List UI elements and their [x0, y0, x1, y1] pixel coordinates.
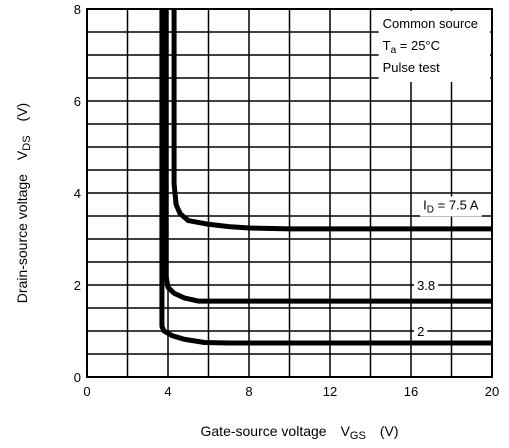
note-temperature: Ta = 25°C [383, 38, 440, 56]
series-label-equals: = [434, 198, 449, 213]
y-tick-label: 8 [74, 2, 81, 17]
note-temperature-subscript: a [391, 45, 397, 56]
series-labels: ID = 7.5 A 3.8 2 [417, 198, 479, 340]
y-tick-label: 6 [74, 94, 81, 109]
x-axis-title: Gate-source voltage VGS (V) [201, 423, 399, 442]
series-label-7-5a: ID = 7.5 A [423, 198, 479, 216]
y-axis-symbol-subscript: DS [21, 135, 33, 150]
x-tick-label: 4 [164, 384, 171, 399]
series-line-1 [171, 9, 492, 232]
y-tick-label: 2 [74, 278, 81, 293]
label-masks [414, 196, 482, 340]
y-axis-unit: (V) [14, 103, 30, 122]
y-axis-symbol: V [14, 150, 30, 160]
note-common-source: Common source [383, 16, 478, 31]
series-label-background [414, 323, 428, 340]
x-axis-title-text: Gate-source voltage [201, 423, 327, 439]
note-temperature-value: = 25°C [396, 38, 440, 53]
series-label-id-symbol: I [423, 198, 427, 213]
x-axis-symbol-subscript: GS [350, 430, 366, 442]
tick-labels: 0 4 8 12 16 20 0 2 4 6 8 [74, 2, 499, 399]
x-axis-symbol: V [341, 423, 351, 439]
series-label-id-subscript: D [427, 205, 434, 216]
series-line-2 [163, 9, 492, 304]
y-tick-label: 0 [74, 370, 81, 385]
x-tick-label: 12 [323, 384, 337, 399]
x-tick-label: 20 [485, 384, 499, 399]
series-label-background [414, 277, 439, 294]
y-axis-title: Drain-source voltage VDS (V) [14, 103, 33, 303]
x-tick-label: 8 [245, 384, 252, 399]
y-tick-label: 4 [74, 186, 81, 201]
conditions-note-background [378, 11, 490, 82]
series-label-value: 7.5 A [449, 198, 479, 213]
series-line-3 [159, 9, 492, 346]
conditions-note: Common source Ta = 25°C Pulse test [378, 11, 490, 82]
series-group [159, 9, 492, 346]
note-pulse-test: Pulse test [383, 60, 440, 75]
x-axis-unit: (V) [380, 423, 399, 439]
plot-area-border [86, 8, 493, 378]
x-tick-label: 0 [83, 384, 90, 399]
series-label-background [420, 196, 482, 217]
series-label-2: 2 [417, 324, 424, 339]
y-axis-title-text: Drain-source voltage [14, 174, 30, 303]
note-temperature-symbol: T [383, 38, 391, 53]
series-label-3-8: 3.8 [417, 278, 435, 293]
x-tick-label: 16 [404, 384, 418, 399]
